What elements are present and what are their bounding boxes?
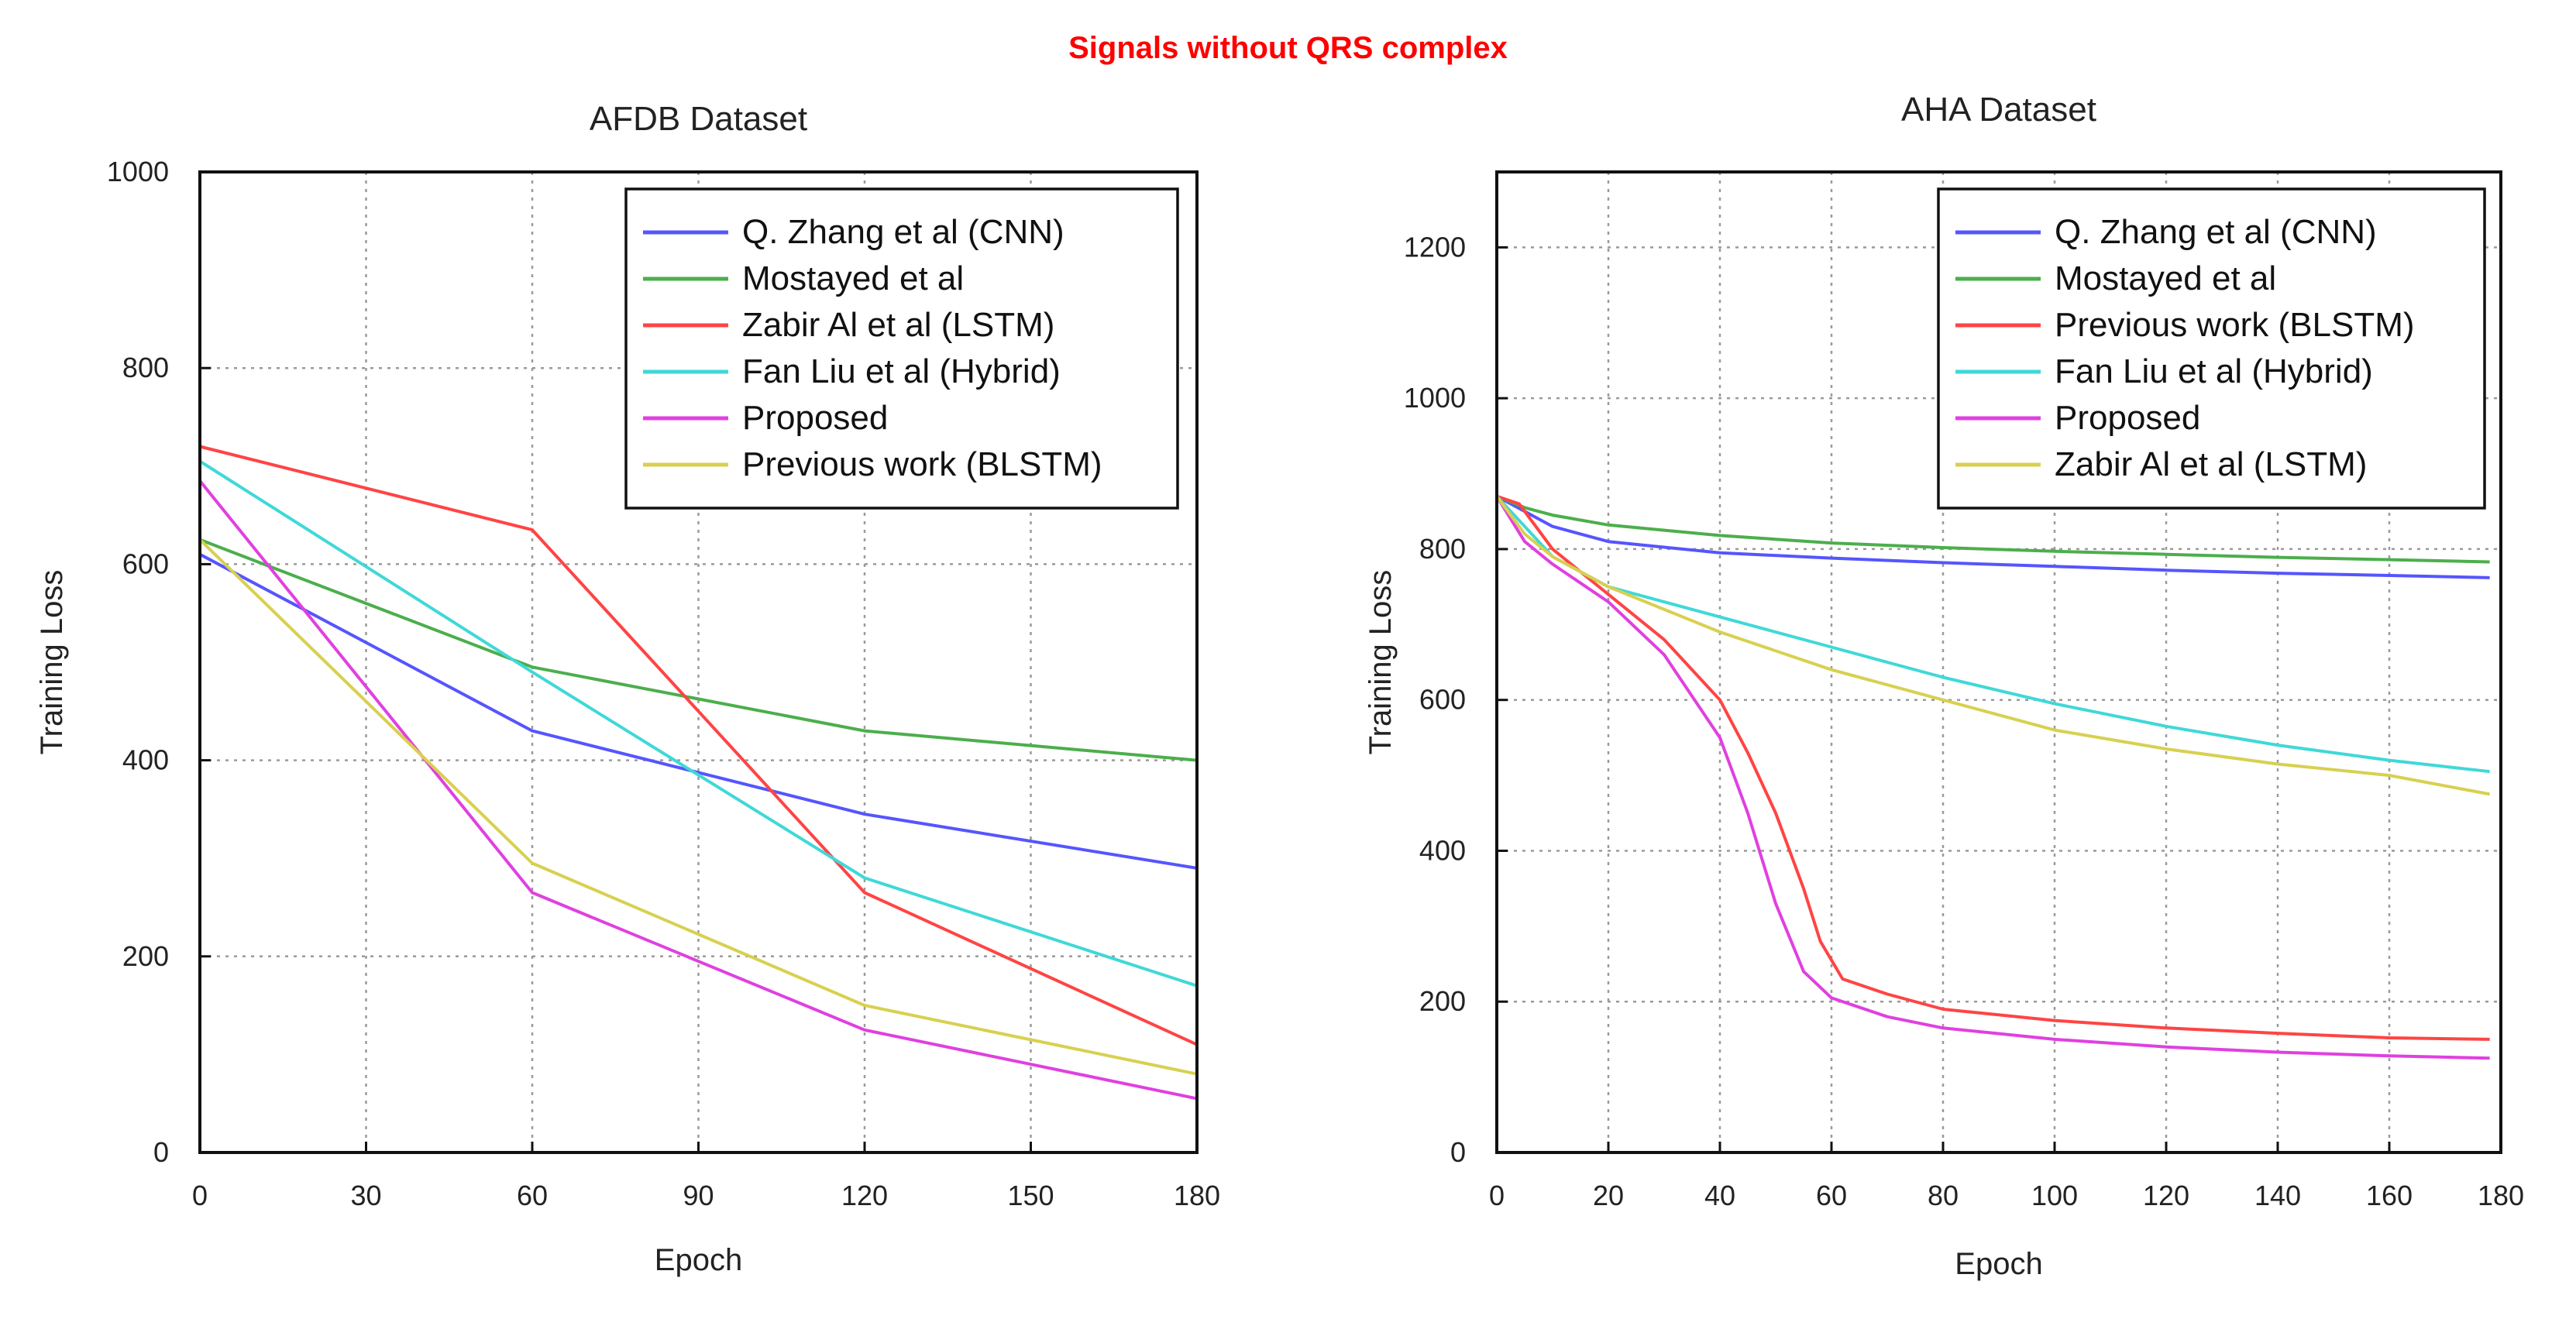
aha-series-q-zhang-et-al-cnn — [1496, 495, 2490, 579]
afdb-chart-title: AFDB Dataset — [590, 100, 807, 138]
afdb-x-tick-label: 150 — [1007, 1180, 1054, 1211]
aha-x-tick-label: 100 — [2031, 1180, 2078, 1211]
aha-y-tick-label: 1000 — [1404, 382, 1466, 414]
afdb-x-tick-label: 180 — [1174, 1180, 1220, 1211]
aha-series-fan-liu-et-al-hybrid — [1495, 495, 2490, 774]
aha-legend-label: Proposed — [2055, 399, 2200, 437]
aha-legend — [1937, 187, 2486, 510]
afdb-y-axis-label: Training Loss — [35, 570, 69, 755]
afdb-legend-label: Fan Liu et al (Hybrid) — [742, 352, 1061, 390]
aha-legend-label: Q. Zhang et al (CNN) — [2055, 213, 2377, 251]
aha-series-proposed — [1495, 495, 2490, 1060]
afdb-series-zabir-al-et-al-lstm — [199, 445, 1198, 1046]
aha-series-zabir-al-et-al-lstm — [1495, 495, 2490, 796]
aha-x-tick-label: 180 — [2478, 1180, 2524, 1211]
afdb-y-tick-label: 800 — [122, 352, 169, 383]
aha-x-tick-label: 40 — [1704, 1180, 1735, 1211]
afdb-x-tick-label: 30 — [350, 1180, 381, 1211]
aha-y-tick-label: 400 — [1419, 834, 1466, 866]
afdb-series-fan-liu-et-al-hybrid — [198, 459, 1198, 988]
afdb-legend — [624, 187, 1179, 510]
aha-y-tick-label: 600 — [1419, 684, 1466, 716]
afdb-series-previous-work-blstm — [198, 538, 1198, 1076]
afdb-x-tick-label: 60 — [517, 1180, 548, 1211]
afdb-x-tick-label: 90 — [683, 1180, 714, 1211]
afdb-y-tick-label: 1000 — [107, 156, 169, 187]
aha-series-previous-work-blstm — [1496, 494, 2490, 1041]
afdb-y-tick-label: 0 — [153, 1136, 169, 1168]
figure-title: Signals without QRS complex — [1068, 31, 1508, 65]
aha-x-axis-label: Epoch — [1955, 1247, 2042, 1281]
afdb-y-tick-label: 400 — [122, 744, 169, 776]
aha-y-axis-label: Training Loss — [1364, 570, 1398, 755]
afdb-x-tick-label: 120 — [841, 1180, 888, 1211]
aha-y-tick-label: 800 — [1419, 533, 1466, 565]
aha-legend-label: Zabir Al et al (LSTM) — [2055, 445, 2367, 483]
aha-x-tick-label: 160 — [2366, 1180, 2413, 1211]
aha-y-tick-label: 200 — [1419, 985, 1466, 1017]
aha-plot-frame — [1495, 170, 2502, 1154]
aha-legend-label: Previous work (BLSTM) — [2055, 306, 2415, 344]
afdb-legend-label: Q. Zhang et al (CNN) — [742, 213, 1064, 251]
aha-x-tick-label: 0 — [1489, 1180, 1505, 1211]
afdb-legend-label: Mostayed et al — [742, 259, 964, 297]
afdb-series-mostayed-et-al — [199, 538, 1198, 762]
aha-x-tick-label: 60 — [1816, 1180, 1847, 1211]
aha-legend-label: Fan Liu et al (Hybrid) — [2055, 352, 2373, 390]
aha-x-tick-label: 20 — [1593, 1180, 1624, 1211]
afdb-y-tick-label: 600 — [122, 548, 169, 579]
aha-x-tick-label: 140 — [2254, 1180, 2301, 1211]
aha-chart-title: AHA Dataset — [1901, 91, 2096, 129]
aha-x-tick-label: 120 — [2143, 1180, 2189, 1211]
afdb-legend-label: Previous work (BLSTM) — [742, 445, 1102, 483]
aha-x-tick-label: 80 — [1928, 1180, 1959, 1211]
aha-series-mostayed-et-al — [1496, 494, 2490, 564]
afdb-legend-label: Proposed — [742, 399, 888, 437]
aha-y-tick-label: 1200 — [1404, 231, 1466, 263]
afdb-x-tick-label: 0 — [192, 1180, 208, 1211]
afdb-legend-label: Zabir Al et al (LSTM) — [742, 306, 1054, 344]
aha-legend-label: Mostayed et al — [2055, 259, 2276, 297]
afdb-series-q-zhang-et-al-cnn — [199, 552, 1198, 870]
afdb-series-proposed — [198, 479, 1198, 1101]
afdb-x-axis-label: Epoch — [655, 1243, 742, 1277]
afdb-y-tick-label: 200 — [122, 940, 169, 972]
aha-y-tick-label: 0 — [1450, 1136, 1466, 1168]
